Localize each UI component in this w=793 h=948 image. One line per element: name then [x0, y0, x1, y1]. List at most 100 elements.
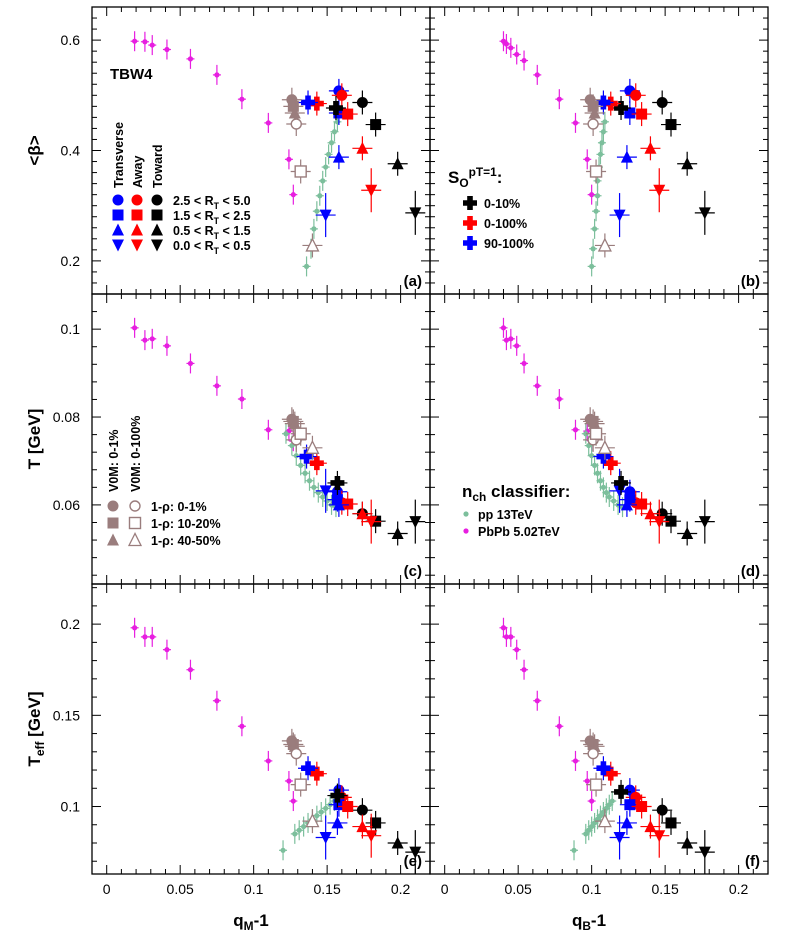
series-transverse-rt-0-0-0-5 — [609, 193, 630, 238]
legend-column-header: Toward — [151, 144, 165, 188]
data-point — [589, 427, 603, 440]
series-away-rt-0-0-0-5 — [649, 499, 670, 544]
data-point — [624, 494, 636, 506]
series-v0m-0-100-1-40-50- — [594, 435, 615, 460]
series-pbpb-5-02tev — [499, 31, 596, 205]
data-point — [187, 360, 194, 367]
series-so-90-100- — [298, 756, 319, 781]
data-point — [620, 150, 633, 163]
data-point — [600, 484, 607, 490]
series-pbpb-5-02tev — [499, 317, 596, 452]
x-tick-label: 0 — [441, 881, 449, 897]
data-point — [164, 343, 170, 349]
series-transverse-rt-0-0-0-5 — [315, 468, 336, 513]
data-point — [514, 647, 520, 653]
data-point — [333, 107, 345, 119]
series-pp-13tev — [581, 423, 627, 518]
legend-marker — [463, 528, 469, 534]
data-point — [142, 337, 148, 343]
data-point — [613, 209, 626, 222]
panel-c: 0.06 0.08 0.1 T [GeV] (c) V0M: 0-1% V0M: 0-100… — [25, 293, 431, 585]
data-point — [587, 100, 599, 112]
series-away-rt-0-5-1-5 — [352, 814, 373, 839]
x-axis-label: qB​-1 — [572, 911, 606, 933]
data-point — [290, 798, 296, 804]
data-point — [391, 836, 404, 849]
data-point — [331, 494, 343, 506]
panel-label: (e) — [404, 853, 422, 870]
series-pp-13tev — [570, 791, 617, 861]
panel-label: (a) — [404, 273, 422, 290]
data-point — [298, 462, 304, 468]
data-point — [665, 515, 677, 527]
data-point — [301, 95, 316, 110]
data-point — [132, 38, 138, 44]
data-point — [603, 456, 618, 471]
panel-frame — [91, 6, 431, 295]
data-point — [331, 816, 344, 829]
panel-b: (b) SO​pT=1​: 0-10% 0-100% 90-100% — [429, 6, 769, 295]
data-point — [614, 101, 629, 116]
data-point — [342, 108, 354, 120]
legend-label: 0-100% — [484, 217, 527, 231]
series-away-rt-1-5-2-5 — [337, 794, 358, 819]
series-v0m-0-100-1-10-20- — [586, 772, 607, 797]
data-point — [656, 96, 668, 108]
data-point — [391, 157, 404, 170]
legend-label: 2.5 < RT​ < 5.0 — [173, 194, 251, 211]
data-point — [294, 427, 307, 440]
series-toward-rt-1-5-2-5 — [661, 112, 682, 137]
data-point — [283, 431, 289, 437]
legend-marker — [463, 216, 478, 230]
data-point — [294, 165, 307, 178]
series-transverse-rt-0-5-1-5 — [328, 145, 349, 170]
legend-label: PbPb 5.02TeV — [478, 525, 560, 539]
series-away-rt-2-5-5-0 — [331, 83, 352, 108]
data-point — [596, 449, 611, 464]
data-point — [584, 156, 590, 162]
data-point — [319, 485, 332, 498]
series-v0m-0-100-1-10-20- — [586, 421, 607, 446]
data-point — [572, 120, 579, 126]
data-point — [187, 667, 194, 673]
data-point — [653, 830, 666, 843]
data-point — [636, 108, 648, 120]
series-away-rt-2-5-5-0 — [625, 83, 646, 108]
series-away-rt-0-5-1-5 — [352, 136, 373, 161]
data-point — [333, 799, 345, 811]
data-point — [681, 157, 694, 170]
data-point — [521, 667, 527, 673]
data-point — [286, 156, 292, 162]
series-pbpb-5-02tev — [499, 617, 596, 812]
data-point — [596, 95, 611, 110]
legend-marker — [151, 223, 163, 236]
data-point — [311, 484, 317, 490]
data-point — [331, 129, 338, 135]
data-point — [624, 799, 636, 811]
series-v0m-0-100-1-0-1- — [583, 741, 604, 766]
data-point — [356, 141, 369, 154]
series-so-90-100- — [298, 90, 319, 115]
legend-label: 90-100% — [484, 237, 534, 251]
data-point — [593, 208, 599, 214]
data-point — [611, 498, 617, 504]
data-point — [698, 207, 711, 220]
data-point — [409, 516, 422, 529]
legend-marker — [107, 500, 119, 512]
data-point — [614, 475, 629, 490]
data-point — [323, 805, 329, 811]
data-point — [503, 41, 510, 47]
series-v0m-0-100-1-10-20- — [586, 159, 607, 184]
legend-marker — [112, 239, 124, 252]
data-point — [391, 526, 404, 539]
data-point — [309, 456, 324, 471]
data-point — [320, 178, 326, 184]
legend-marker — [107, 533, 119, 546]
series-so-0-10- — [611, 779, 632, 804]
data-point — [597, 813, 612, 828]
data-point — [594, 470, 601, 476]
legend-marker — [463, 511, 469, 517]
data-point — [132, 625, 138, 631]
data-point — [500, 325, 507, 331]
